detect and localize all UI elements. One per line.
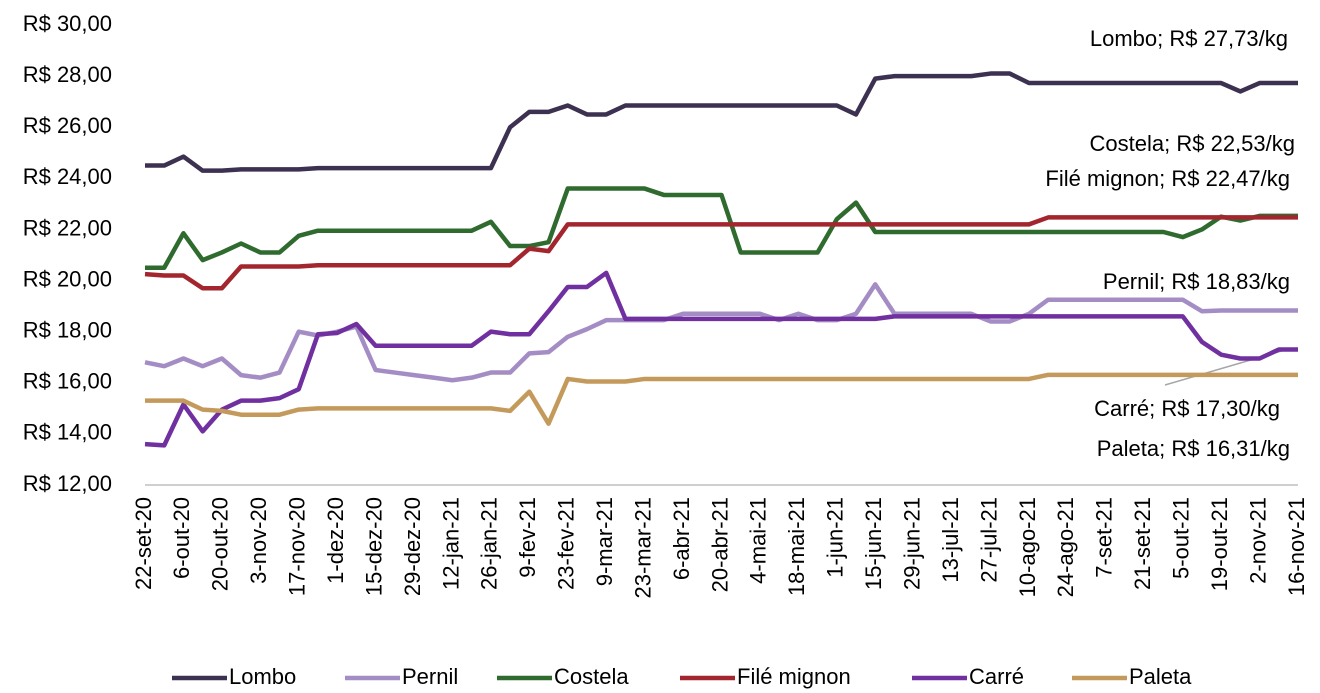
x-tick-label: 23-fev-21 [554, 497, 579, 590]
legend-label: Paleta [1129, 664, 1192, 689]
x-tick-label: 29-jun-21 [899, 497, 924, 590]
x-tick-label: 3-nov-20 [246, 497, 271, 584]
x-tick-label: 5-out-21 [1169, 497, 1194, 579]
x-tick-label: 9-mar-21 [592, 497, 617, 586]
x-tick-label: 2-nov-21 [1245, 497, 1270, 584]
legend-label: Filé mignon [737, 664, 851, 689]
x-tick-label: 10-ago-21 [1015, 497, 1040, 597]
annotation: Costela; R$ 22,53/kg [1090, 131, 1295, 156]
series-line [145, 372, 1298, 426]
x-tick-label: 20-abr-21 [707, 497, 732, 592]
x-tick-label: 17-nov-20 [285, 497, 310, 596]
y-tick-label: R$ 22,00 [23, 215, 112, 240]
legend-label: Pernil [402, 664, 458, 689]
y-tick-label: R$ 18,00 [23, 317, 112, 342]
x-tick-label: 15-dez-20 [361, 497, 386, 596]
x-tick-label: 19-out-21 [1207, 497, 1232, 591]
annotation: Lombo; R$ 27,73/kg [1090, 26, 1288, 51]
legend-label: Carré [969, 664, 1024, 689]
x-tick-label: 13-jul-21 [938, 497, 963, 583]
annotation: Carré; R$ 17,30/kg [1094, 396, 1280, 421]
x-tick-label: 24-ago-21 [1053, 497, 1078, 597]
x-tick-label: 27-jul-21 [976, 497, 1001, 583]
y-tick-label: R$ 28,00 [23, 62, 112, 87]
series-line [144, 215, 1298, 291]
x-tick-label: 21-set-21 [1130, 497, 1155, 590]
x-tick-label: 1-jun-21 [823, 497, 848, 578]
annotation: Paleta; R$ 16,31/kg [1097, 436, 1290, 461]
x-tick-label: 26-jan-21 [477, 497, 502, 590]
series-line [144, 270, 1298, 448]
series-line [145, 71, 1298, 173]
legend-label: Costela [554, 664, 629, 689]
y-tick-label: R$ 26,00 [23, 113, 112, 138]
x-tick-label: 16-nov-21 [1284, 497, 1309, 596]
x-tick-label: 4-mai-21 [746, 497, 771, 584]
x-tick-label: 22-set-20 [131, 497, 156, 590]
x-tick-label: 6-out-20 [169, 497, 194, 579]
x-tick-label: 7-set-21 [1092, 497, 1117, 578]
y-tick-label: R$ 14,00 [23, 420, 112, 445]
y-tick-label: R$ 16,00 [23, 369, 112, 394]
x-tick-label: 12-jan-21 [438, 497, 463, 590]
y-tick-label: R$ 24,00 [23, 164, 112, 189]
y-tick-label: R$ 20,00 [23, 266, 112, 291]
x-tick-label: 6-abr-21 [669, 497, 694, 580]
annotation: Filé mignon; R$ 22,47/kg [1045, 166, 1290, 191]
series-line [145, 186, 1298, 271]
y-tick-label: R$ 30,00 [23, 11, 112, 36]
x-tick-label: 18-mai-21 [784, 497, 809, 596]
legend-label: Lombo [229, 664, 296, 689]
annotation: Pernil; R$ 18,83/kg [1103, 269, 1290, 294]
x-tick-label: 9-fev-21 [515, 497, 540, 578]
x-tick-label: 1-dez-20 [323, 497, 348, 584]
x-tick-label: 15-jun-21 [861, 497, 886, 590]
x-tick-label: 23-mar-21 [630, 497, 655, 598]
x-tick-label: 20-out-20 [208, 497, 233, 591]
x-tick-label: 29-dez-20 [400, 497, 425, 596]
y-tick-label: R$ 12,00 [23, 471, 112, 496]
